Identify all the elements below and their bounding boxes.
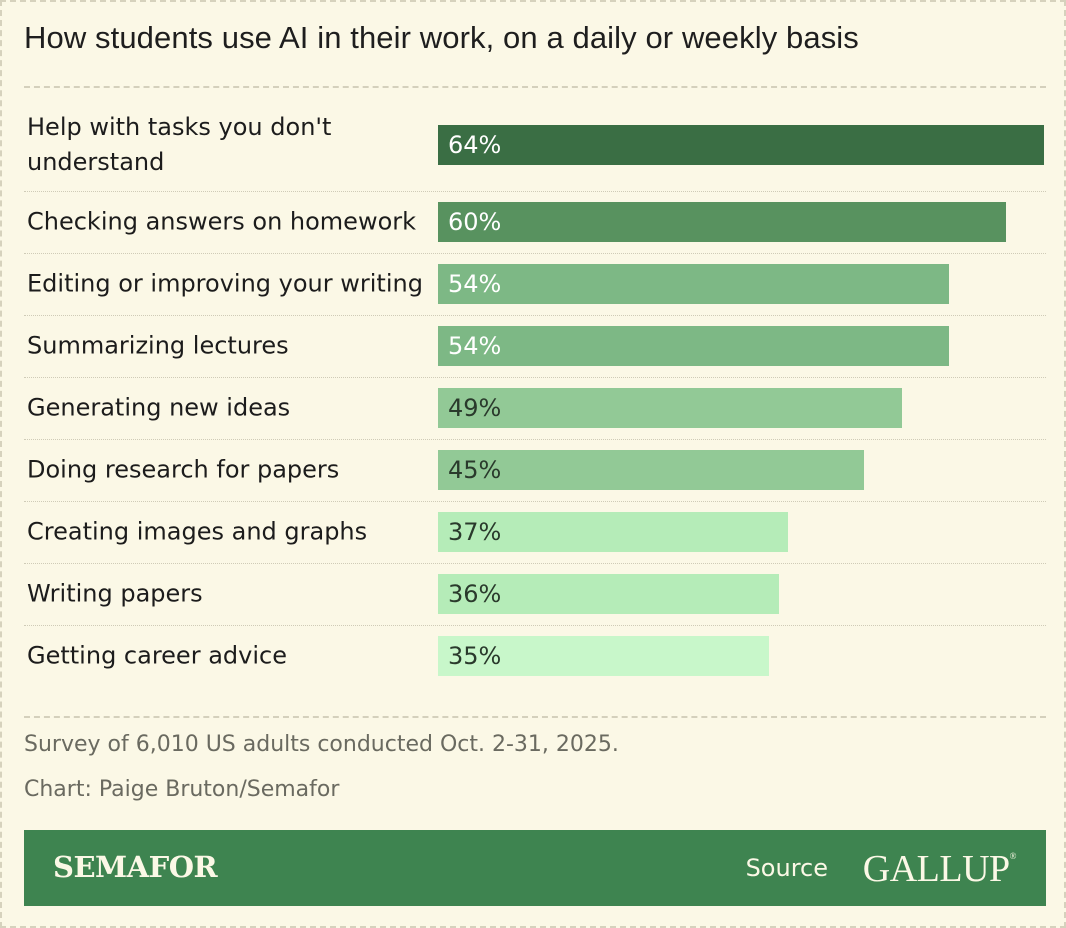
chart-row: Checking answers on homework 60% [24, 191, 1046, 254]
category-label: Getting career advice [27, 641, 287, 670]
chart-row: Writing papers 36% [24, 563, 1046, 626]
bar-value-label: 64% [448, 130, 502, 159]
chart-title: How students use AI in their work, on a … [24, 20, 859, 55]
chart-row: Generating new ideas 49% [24, 377, 1046, 440]
chart-row: Doing research for papers 45% [24, 439, 1046, 502]
notes-divider [24, 716, 1046, 718]
title-divider [24, 86, 1046, 88]
semafor-logo: SEMAFOR [53, 850, 218, 884]
bar-value-label: 54% [448, 332, 502, 360]
footer-bar: SEMAFOR Source GALLUP® [24, 830, 1046, 906]
chart-row: Editing or improving your writing 54% [24, 253, 1046, 316]
bar-value-label: 35% [448, 642, 502, 670]
bar-value-label: 54% [448, 270, 502, 298]
chart-row: Getting career advice 35% [24, 625, 1046, 687]
bar-value-label: 60% [448, 208, 502, 236]
bar: 37% [438, 512, 789, 552]
bar: 60% [438, 202, 1007, 242]
bar-value-label: 36% [448, 580, 502, 608]
bar: 64% [438, 124, 1044, 165]
category-label: Writing papers [27, 579, 203, 608]
bar: 35% [438, 636, 770, 676]
chart-credit: Chart: Paige Bruton/Semafor [24, 777, 340, 802]
gallup-logo: GALLUP® [862, 847, 1017, 891]
bar-chart: Help with tasks you don't understand 64% C… [24, 98, 1046, 682]
gallup-logo-text: GALLUP [862, 848, 1010, 890]
category-label: Checking answers on homework [27, 207, 417, 236]
chart-row: Summarizing lectures 54% [24, 315, 1046, 378]
bar-value-label: 45% [448, 456, 502, 484]
category-label: Help with tasks you don't understand [27, 112, 332, 176]
bar: 54% [438, 326, 950, 366]
chart-row: Help with tasks you don't understand 64% [24, 98, 1046, 192]
registered-mark: ® [1009, 851, 1017, 861]
bar-value-label: 37% [448, 518, 502, 546]
source-label: Source [745, 854, 828, 882]
bar: 49% [438, 388, 902, 428]
survey-note: Survey of 6,010 US adults conducted Oct.… [24, 732, 619, 757]
bar: 36% [438, 574, 779, 614]
category-label: Doing research for papers [27, 455, 340, 484]
category-label: Generating new ideas [27, 393, 291, 422]
bar: 45% [438, 450, 865, 490]
category-label: Editing or improving your writing [27, 269, 423, 298]
bar: 54% [438, 264, 950, 304]
chart-row: Creating images and graphs 37% [24, 501, 1046, 564]
bar-value-label: 49% [448, 394, 502, 422]
category-label: Creating images and graphs [27, 517, 368, 546]
category-label: Summarizing lectures [27, 331, 289, 360]
